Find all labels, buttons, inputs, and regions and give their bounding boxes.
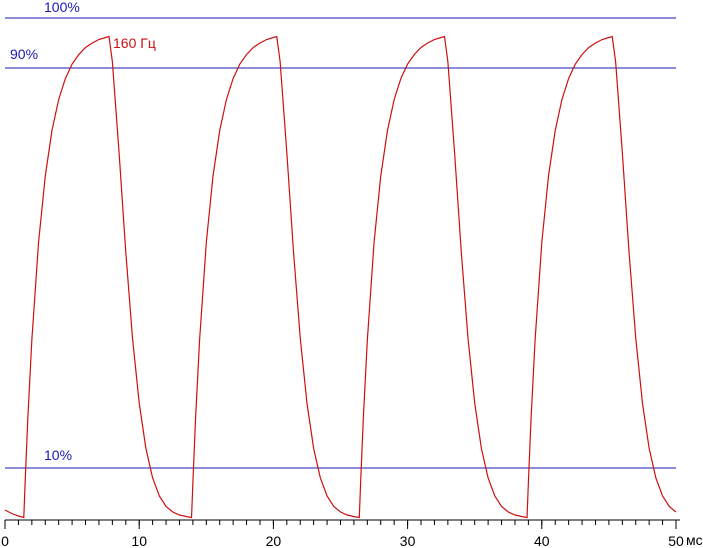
- reference-label: 10%: [44, 447, 72, 463]
- x-tick-label: 20: [266, 533, 282, 548]
- x-tick-label: 0: [1, 533, 9, 548]
- reference-label: 90%: [10, 46, 38, 62]
- x-tick-label: 40: [534, 533, 550, 548]
- x-tick-label: 50: [668, 533, 684, 548]
- data-line: [4, 35, 677, 519]
- x-tick-label: 30: [400, 533, 416, 548]
- reference-label: 100%: [44, 0, 80, 15]
- x-tick-label: 10: [131, 533, 147, 548]
- x-unit: мс: [686, 532, 703, 548]
- annotation: 160 Гц: [113, 35, 156, 51]
